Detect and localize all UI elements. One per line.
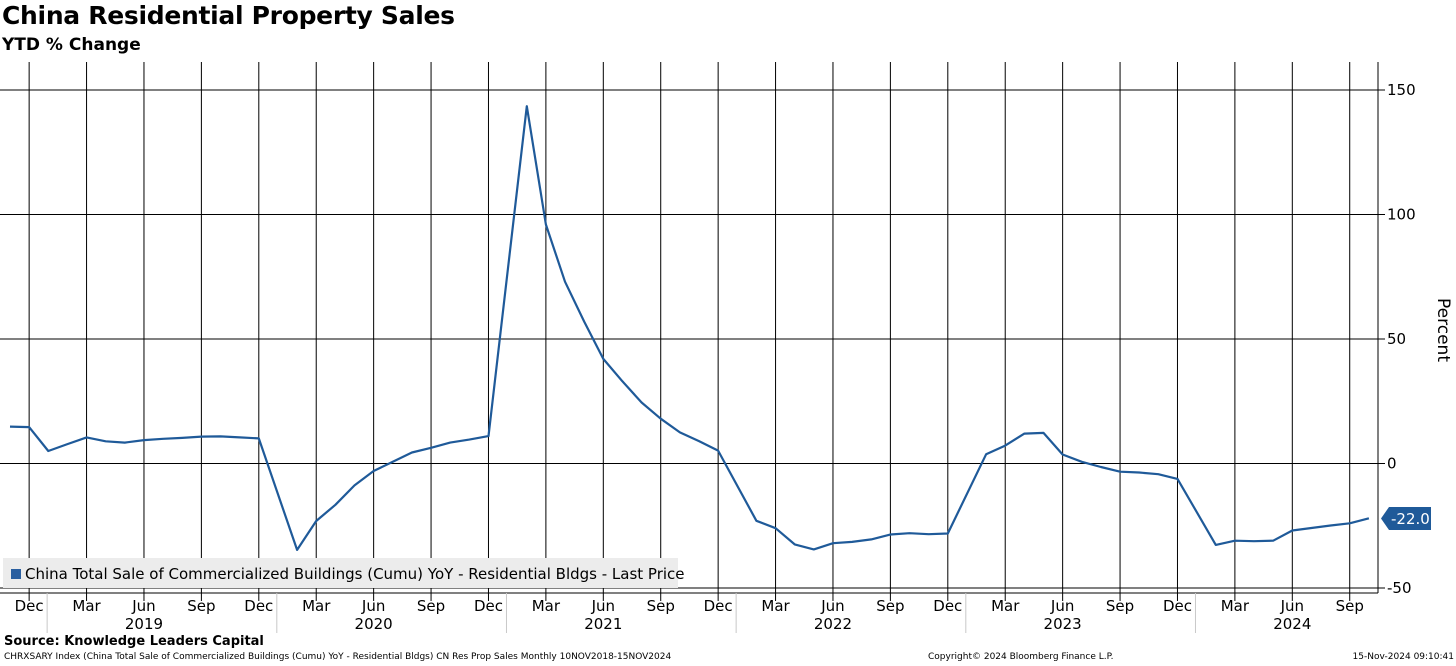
y-tick-label: 0 (1387, 455, 1397, 473)
x-tick-label: Dec (244, 597, 273, 615)
series-points (10, 106, 1369, 550)
x-year-label: 2023 (1044, 615, 1082, 633)
x-year-label: 2019 (125, 615, 163, 633)
x-tick-label: Dec (15, 597, 44, 615)
x-tick-label: Mar (761, 597, 790, 615)
x-tick-label: Dec (474, 597, 503, 615)
horizontal-gridlines (0, 89, 1378, 589)
legend-label: China Total Sale of Commercialized Build… (25, 565, 685, 583)
last-value-tag: -22.0 (1381, 507, 1431, 530)
x-tick-label: Sep (647, 597, 675, 615)
x-year-label: 2021 (584, 615, 622, 633)
legend: China Total Sale of Commercialized Build… (3, 558, 685, 588)
last-value-label: -22.0 (1391, 510, 1430, 528)
y-tick-label: 100 (1387, 206, 1416, 224)
chart-subtitle: YTD % Change (2, 35, 141, 55)
x-tick-label: Mar (302, 597, 331, 615)
x-year-label: 2024 (1273, 615, 1311, 633)
x-year-label: 2020 (355, 615, 393, 633)
x-tick-label: Dec (1163, 597, 1192, 615)
x-tick-label: Mar (532, 597, 561, 615)
footer-ticker-description: CHRXSARY Index (China Total Sale of Comm… (4, 652, 672, 662)
x-tick-label: Jun (131, 597, 155, 615)
y-axis-label: Percent (1433, 298, 1453, 362)
footer-timestamp: 15-Nov-2024 09:10:41 (1352, 652, 1454, 662)
x-tick-label: Sep (417, 597, 445, 615)
x-year-label: 2022 (814, 615, 852, 633)
x-tick-label: Mar (72, 597, 101, 615)
x-tick-label: Jun (591, 597, 615, 615)
x-tick-label: Sep (1336, 597, 1364, 615)
x-tick-label: Jun (820, 597, 844, 615)
x-tick-label: Mar (991, 597, 1020, 615)
series-line (9, 105, 1370, 551)
x-axis-year-labels: 2019 2020 2021 2022 2023 2024 (125, 615, 1312, 633)
footer-copyright: Copyright© 2024 Bloomberg Finance L.P. (928, 652, 1114, 662)
legend-swatch (11, 569, 21, 579)
vertical-gridlines (28, 62, 1351, 593)
x-tick-label: Sep (1106, 597, 1134, 615)
x-tick-label: Jun (1050, 597, 1074, 615)
x-tick-label: Dec (704, 597, 733, 615)
x-tick-label: Jun (361, 597, 385, 615)
source-note: Source: Knowledge Leaders Capital (4, 634, 264, 649)
x-tick-label: Sep (876, 597, 904, 615)
chart-title: China Residential Property Sales (2, 1, 455, 30)
x-tick-label: Jun (1280, 597, 1304, 615)
y-tick-label: 50 (1387, 330, 1406, 348)
y-tick-label: -50 (1387, 579, 1412, 597)
x-tick-label: Dec (933, 597, 962, 615)
y-tick-label: 150 (1387, 81, 1416, 99)
x-tick-label: Sep (187, 597, 215, 615)
x-tick-label: Mar (1221, 597, 1250, 615)
y-axis-ticks: 150 100 50 0 -50 (1378, 81, 1416, 597)
x-axis-ticks: Dec Mar Jun Sep Dec Mar Jun Sep Dec Mar Jun Sep Dec M… (15, 593, 1364, 633)
